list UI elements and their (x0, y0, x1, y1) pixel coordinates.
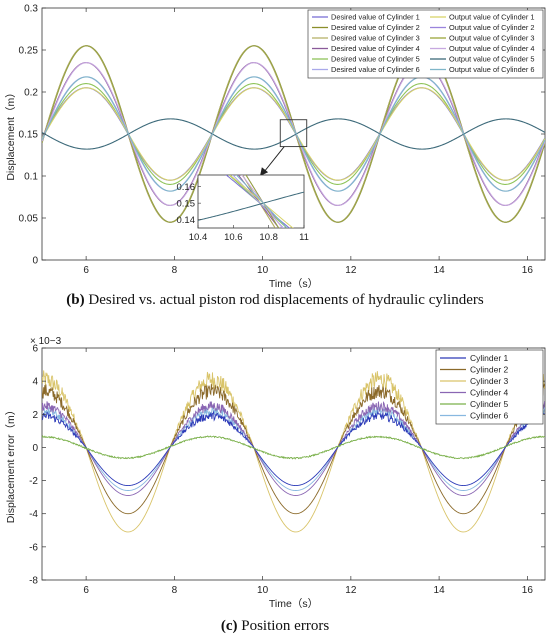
y-tick-label: 4 (32, 377, 38, 388)
y-tick-label: 0.1 (24, 172, 38, 183)
x-tick-label: 6 (83, 265, 89, 276)
series-line (42, 62, 545, 206)
series-lines-b (42, 45, 545, 223)
inset-series-line (241, 175, 283, 228)
x-tick-label: 14 (434, 585, 446, 596)
x-tick-label: 16 (522, 265, 534, 276)
legend-b-label: Desired value of Cylinder 4 (331, 44, 420, 53)
inset-x-tick-label: 10.6 (224, 232, 243, 243)
axis-ticks-c: 6 8 10 12 14 16 -8 -6 -4 -2 0 2 4 6 (29, 344, 545, 596)
inset-series-line (198, 191, 304, 221)
y-tick-label: -8 (29, 576, 38, 587)
legend-c-label: Cylinder 1 (470, 353, 509, 363)
series-lines-c (42, 370, 545, 533)
y-axis-multiplier: × 10−3 (30, 336, 62, 347)
legend-c-label: Cylinder 4 (470, 388, 509, 398)
legend-c-label: Cylinder 3 (470, 376, 509, 386)
legend-c-label: Cylinder 6 (470, 411, 509, 421)
inset-series-line (235, 175, 288, 228)
legend-b-label: Output value of Cylinder 2 (449, 23, 534, 32)
inset-x-tick-label: 10.4 (189, 232, 208, 243)
inset-series-line (237, 175, 280, 228)
inset-y-tick-label: 0.14 (177, 215, 196, 226)
series-line (42, 434, 545, 460)
x-tick-label: 14 (434, 265, 446, 276)
legend-b-label: Output value of Cylinder 6 (449, 65, 534, 74)
inset-series-line (245, 175, 280, 228)
legend-b-label: Desired value of Cylinder 3 (331, 34, 420, 43)
caption-b: (b) Desired vs. actual piston rod displa… (66, 292, 484, 308)
inset-series-line (241, 175, 276, 228)
zoom-region-box (279, 119, 308, 148)
legend-b-label: Output value of Cylinder 3 (449, 34, 534, 43)
series-line (42, 370, 545, 533)
series-line (42, 45, 545, 223)
inset-series-line (228, 175, 294, 228)
series-line (42, 118, 545, 150)
y-tick-label: -6 (29, 542, 38, 553)
zoom-arrow (263, 146, 285, 173)
x-axis-label-b: Time（s） (269, 278, 318, 290)
x-tick-label: 12 (345, 265, 357, 276)
legend-c-box (435, 349, 544, 425)
y-axis-label-b: Displacement（m） (5, 87, 17, 180)
inset-y-tick-label: 0.16 (177, 182, 196, 193)
inset-y-tick-label: 0.15 (177, 199, 196, 210)
y-tick-label: 0.2 (24, 88, 38, 99)
x-tick-label: 12 (345, 585, 357, 596)
y-tick-label: -2 (29, 476, 38, 487)
y-tick-label: 0 (32, 256, 38, 267)
x-tick-label: 16 (522, 585, 534, 596)
x-tick-label: 10 (257, 265, 269, 276)
legend-b-label: Output value of Cylinder 4 (449, 44, 534, 53)
x-tick-label: 10 (257, 585, 269, 596)
legend-b-label: Desired value of Cylinder 1 (331, 13, 420, 22)
chart-panel-c: 6 8 10 12 14 16 -8 -6 -4 -2 0 2 4 6 × 10−3 Time（s） Di… (5, 336, 546, 610)
y-tick-label: 0.15 (19, 130, 39, 141)
inset-series-lines (198, 175, 304, 228)
x-axis-label-c: Time（s） (269, 598, 318, 610)
chart-panel-b: 6 8 10 12 14 16 0 0.05 0.1 0.15 0.2 0.25 0.3 Time（s）… (5, 4, 546, 290)
y-axis-label-c: Displacement error（m） (5, 405, 17, 523)
x-tick-label: 8 (172, 265, 178, 276)
legend-b-label: Output value of Cylinder 1 (449, 13, 534, 22)
inset-axis-ticks: 10.4 10.6 10.8 11 0.14 0.15 0.16 (177, 182, 309, 243)
series-line (42, 410, 545, 486)
x-tick-label: 8 (172, 585, 178, 596)
legend-b-label: Desired value of Cylinder 5 (331, 55, 420, 64)
y-tick-label: 0 (32, 443, 38, 454)
series-line (42, 383, 545, 515)
legend-c-label: Cylinder 5 (470, 399, 509, 409)
axis-ticks-b: 6 8 10 12 14 16 0 0.05 0.1 0.15 0.2 0.25 0.3 (19, 4, 545, 276)
y-tick-label: -4 (29, 509, 38, 520)
legend-b-label: Output value of Cylinder 5 (449, 55, 534, 64)
inset-zoom-plot: 10.4 10.6 10.8 11 0.14 0.15 0.16 (177, 174, 309, 243)
inset-x-tick-label: 11 (299, 232, 309, 243)
inset-x-tick-label: 10.8 (259, 232, 278, 243)
series-line (42, 76, 545, 192)
y-tick-label: 2 (32, 410, 38, 421)
x-tick-label: 6 (83, 585, 89, 596)
y-tick-label: 0.25 (19, 46, 39, 57)
zoom-arrow-head (260, 167, 269, 176)
y-tick-label: 0.3 (24, 4, 38, 15)
y-tick-label: 6 (32, 344, 38, 355)
legend-c-label: Cylinder 2 (470, 365, 509, 375)
y-tick-label: 0.05 (19, 214, 39, 225)
series-line (42, 400, 545, 496)
legend-b-label: Desired value of Cylinder 2 (331, 23, 420, 32)
legend-b-label: Desired value of Cylinder 6 (331, 65, 420, 74)
caption-c: (c) Position errors (221, 618, 329, 634)
inset-series-line (232, 175, 285, 228)
series-line (42, 405, 545, 491)
legend-b-box (307, 9, 544, 79)
